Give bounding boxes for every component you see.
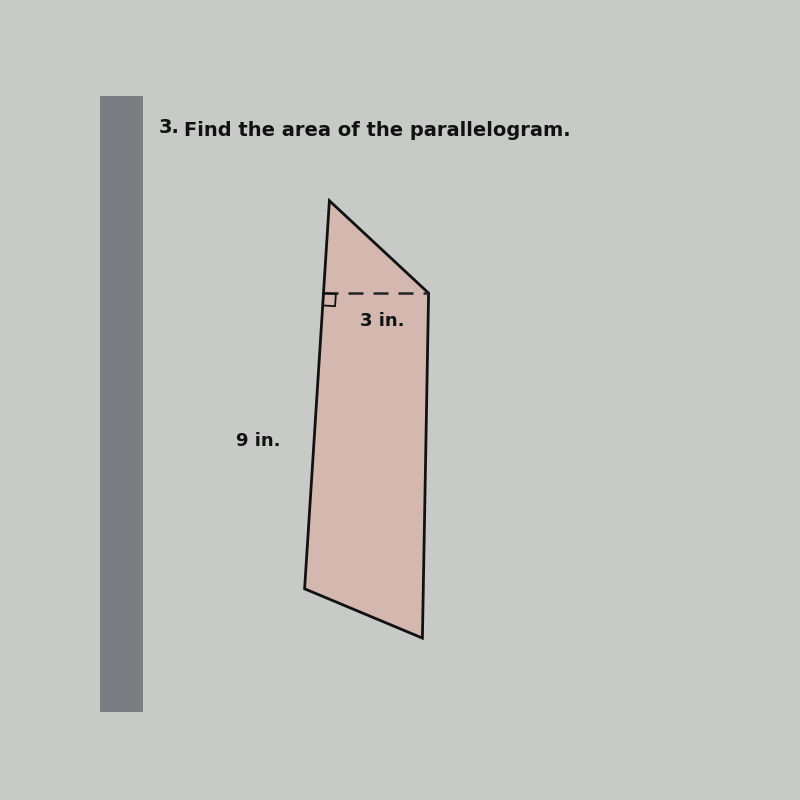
Text: 3 in.: 3 in. bbox=[360, 312, 405, 330]
Bar bbox=[100, 96, 143, 712]
Text: 9 in.: 9 in. bbox=[236, 432, 281, 450]
Polygon shape bbox=[305, 201, 429, 638]
Text: Find the area of the parallelogram.: Find the area of the parallelogram. bbox=[184, 121, 570, 140]
Text: 3.: 3. bbox=[159, 118, 180, 137]
